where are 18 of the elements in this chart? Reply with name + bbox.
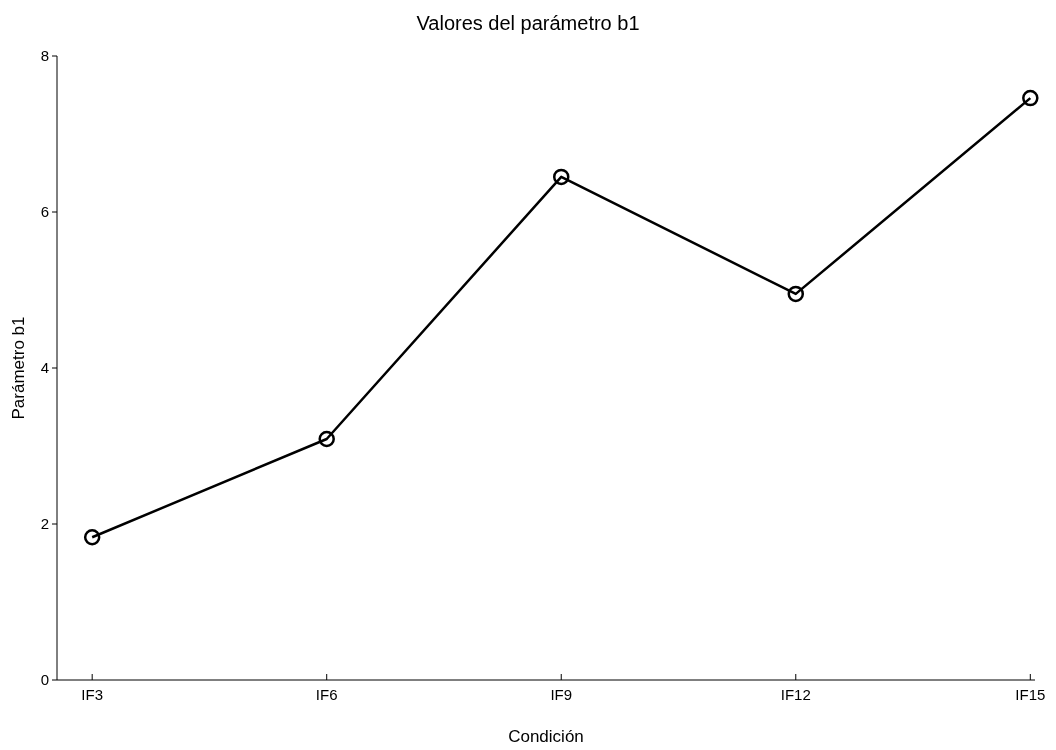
y-tick-label: 6 <box>40 203 49 221</box>
chart-title: Valores del parámetro b1 <box>416 12 640 34</box>
x-tick-label: IF3 <box>81 686 104 703</box>
point <box>1022 89 1039 107</box>
point <box>83 529 101 546</box>
point <box>318 430 335 448</box>
x-tick-label: IF12 <box>780 686 811 703</box>
y-tick-label: 0 <box>40 671 49 689</box>
point <box>553 168 570 186</box>
y-tick-label: 8 <box>40 47 49 65</box>
point <box>787 285 805 303</box>
x-tick-label: IF6 <box>315 686 338 703</box>
x-tick-label: IF9 <box>550 686 573 703</box>
y-tick-label: 2 <box>40 515 49 533</box>
y-axis-title: Parámetro b1 <box>9 316 28 420</box>
x-axis-title: Condición <box>508 727 584 746</box>
y-tick-label: 4 <box>40 359 49 377</box>
x-tick-label: IF15 <box>1015 686 1046 703</box>
